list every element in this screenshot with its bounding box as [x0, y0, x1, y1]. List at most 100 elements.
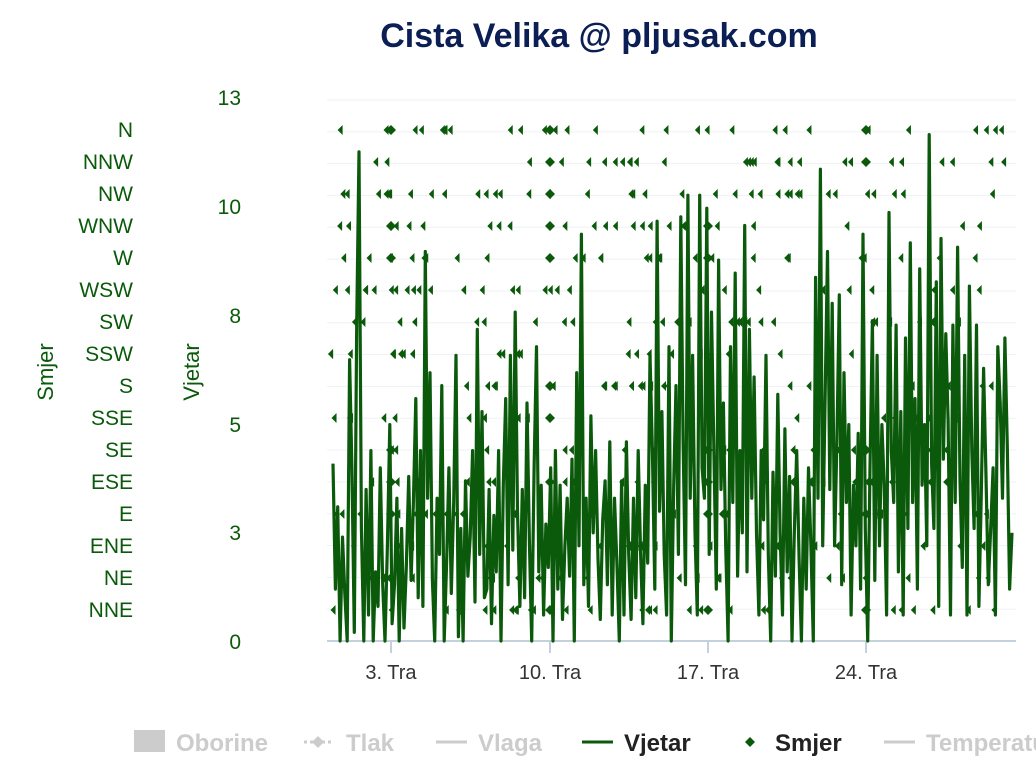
- smjer-point: [562, 445, 568, 455]
- smjer-point: [350, 541, 356, 551]
- smjer-point: [517, 125, 523, 135]
- smjer-point: [545, 125, 555, 135]
- smjer-point: [526, 189, 532, 199]
- smjer-point: [625, 349, 631, 359]
- smjer-point: [387, 253, 393, 263]
- smjer-point: [890, 605, 896, 615]
- smjer-point: [985, 573, 991, 583]
- smjer-point: [826, 573, 832, 583]
- y-tick-smjer: SE: [105, 439, 133, 462]
- smjer-point: [703, 477, 713, 487]
- smjer-point: [652, 605, 658, 615]
- smjer-point: [453, 509, 459, 519]
- smjer-point: [639, 221, 645, 231]
- legend-item-vjetar[interactable]: Vjetar: [582, 730, 691, 757]
- smjer-point: [927, 477, 933, 487]
- smjer-point: [461, 285, 467, 295]
- smjer-point: [703, 221, 713, 231]
- smjer-point: [932, 445, 938, 455]
- smjer-point: [756, 285, 762, 295]
- legend-symbol-bar-icon: [134, 730, 165, 752]
- smjer-point: [482, 605, 488, 615]
- smjer-point: [666, 221, 672, 231]
- smjer-point: [751, 157, 757, 167]
- y-tick-smjer: S: [119, 375, 133, 398]
- smjer-point: [965, 605, 971, 615]
- smjer-point: [705, 413, 711, 423]
- smjer-point: [630, 221, 636, 231]
- smjer-point: [417, 477, 423, 487]
- smjer-point: [409, 541, 415, 551]
- smjer-point: [943, 445, 949, 455]
- smjer-point: [485, 381, 491, 391]
- smjer-point: [568, 445, 574, 455]
- y-tick-smjer: E: [119, 503, 133, 526]
- smjer-point: [686, 605, 692, 615]
- smjer-point: [983, 509, 989, 519]
- smjer-point: [646, 349, 652, 359]
- smjer-point: [782, 125, 788, 135]
- smjer-point: [441, 125, 447, 135]
- smjer-point: [640, 381, 646, 391]
- legend-item-temperatura[interactable]: Temperatura: [884, 730, 1036, 757]
- smjer-point: [931, 285, 937, 295]
- smjer-point: [491, 477, 497, 487]
- legend-item-tlak[interactable]: Tlak: [304, 730, 395, 757]
- smjer-point: [487, 221, 493, 231]
- smjer-point: [992, 125, 998, 135]
- smjer-point: [721, 285, 727, 295]
- smjer-point: [810, 445, 816, 455]
- smjer-point: [905, 573, 911, 583]
- smjer-point: [871, 189, 877, 199]
- smjer-point: [496, 221, 502, 231]
- smjer-point: [340, 189, 346, 199]
- smjer-point: [602, 221, 608, 231]
- y-tick-smjer: SW: [99, 311, 133, 334]
- legend-item-oborine[interactable]: Oborine: [134, 730, 268, 757]
- smjer-point: [917, 317, 923, 327]
- smjer-point: [707, 541, 713, 551]
- legend-item-smjer[interactable]: Smjer: [745, 730, 842, 757]
- smjer-point: [661, 381, 667, 391]
- smjer-point: [481, 317, 487, 327]
- smjer-point: [587, 509, 593, 519]
- smjer-point: [892, 413, 898, 423]
- legend-item-vlaga[interactable]: Vlaga: [436, 730, 543, 757]
- smjer-point: [371, 285, 377, 295]
- smjer-point: [397, 317, 403, 327]
- smjer-point: [597, 541, 603, 551]
- smjer-point: [562, 477, 568, 487]
- legend[interactable]: Oborine Tlak Vlaga Vjetar Smjer Temperatura: [134, 730, 1036, 757]
- smjer-point: [703, 253, 713, 263]
- smjer-point: [521, 509, 527, 519]
- smjer-point: [383, 125, 389, 135]
- smjer-point: [899, 157, 905, 167]
- smjer-point: [717, 413, 723, 423]
- smjer-point: [698, 605, 704, 615]
- smjer-point: [787, 157, 793, 167]
- smjer-point: [787, 381, 793, 391]
- y-tick-smjer: NNW: [83, 151, 133, 174]
- smjer-point: [861, 253, 867, 263]
- smjer-point: [674, 317, 680, 327]
- legend-label: Vjetar: [624, 730, 691, 757]
- x-tick-label: 10. Tra: [519, 662, 582, 684]
- smjer-point: [400, 349, 406, 359]
- legend-label: Smjer: [775, 730, 842, 757]
- smjer-point: [333, 509, 339, 519]
- smjer-point: [394, 477, 400, 487]
- smjer-point: [547, 285, 553, 295]
- smjer-point: [427, 285, 433, 295]
- smjer-point: [910, 605, 916, 615]
- smjer-point: [708, 349, 714, 359]
- smjer-point: [328, 349, 334, 359]
- smjer-point: [530, 605, 536, 615]
- smjer-point: [976, 285, 982, 295]
- smjer-point: [540, 541, 546, 551]
- smjer-point: [888, 157, 894, 167]
- smjer-point: [564, 125, 570, 135]
- smjer-point: [757, 189, 763, 199]
- smjer-point: [787, 189, 793, 199]
- smjer-point: [357, 509, 363, 519]
